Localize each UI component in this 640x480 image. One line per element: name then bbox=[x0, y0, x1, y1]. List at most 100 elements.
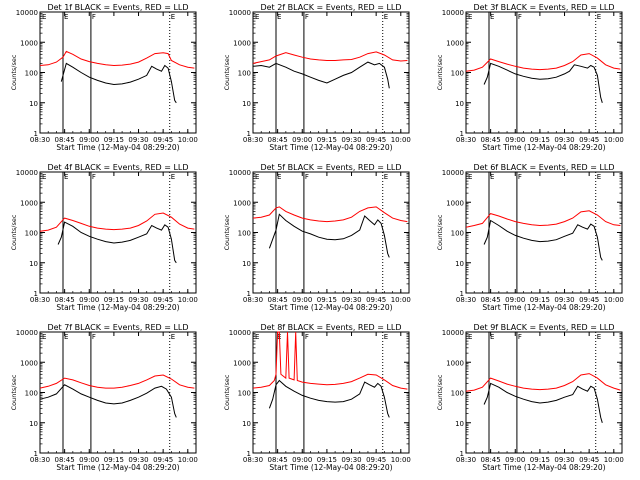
x-axis-label: Start Time (12-May-04 08:29:20) bbox=[482, 463, 605, 472]
x-axis-label: Start Time (12-May-04 08:29:20) bbox=[269, 303, 392, 312]
x-tick-label: 10:00 bbox=[604, 456, 624, 464]
x-tick-label: 09:00 bbox=[292, 296, 312, 304]
y-tick-label: 1000 bbox=[446, 359, 464, 367]
x-tick-label: 09:45 bbox=[366, 296, 386, 304]
x-tick-label: 08:45 bbox=[55, 296, 75, 304]
x-tick-label: 08:45 bbox=[268, 296, 288, 304]
lld-series-line bbox=[39, 50, 195, 69]
detector-panel: Det 7f BLACK = Events, RED = LLD 1 10 100 10… bbox=[10, 323, 198, 472]
x-tick-label: 08:45 bbox=[481, 136, 501, 144]
x-tick-label: 08:30 bbox=[243, 296, 263, 304]
y-axis-label: Counts/sec bbox=[436, 214, 444, 250]
x-axis-label: Start Time (12-May-04 08:29:20) bbox=[482, 303, 605, 312]
lld-series-line bbox=[252, 206, 408, 223]
x-tick-label: 08:30 bbox=[243, 456, 263, 464]
time-marker-label: F bbox=[518, 173, 522, 181]
time-marker-label: E bbox=[255, 173, 259, 181]
detector-panel: Det 1f BLACK = Events, RED = LLD 1 10 100 10… bbox=[10, 3, 198, 152]
time-marker-label: E bbox=[42, 13, 46, 21]
time-marker-label: E bbox=[277, 13, 281, 21]
events-series-line bbox=[57, 221, 177, 264]
x-tick-label: 09:30 bbox=[128, 136, 148, 144]
panel-title: Det 3f BLACK = Events, RED = LLD bbox=[473, 3, 614, 12]
x-tick-label: 09:30 bbox=[341, 456, 361, 464]
x-tick-label: 08:45 bbox=[55, 456, 75, 464]
y-tick-label: 10 bbox=[242, 260, 251, 268]
y-tick-label: 10 bbox=[29, 260, 38, 268]
y-tick-label: 1 bbox=[460, 450, 464, 458]
panel-title: Det 9f BLACK = Events, RED = LLD bbox=[473, 323, 614, 332]
x-tick-label: 09:00 bbox=[505, 296, 525, 304]
time-marker-label: E bbox=[64, 333, 68, 341]
lld-series-line bbox=[252, 331, 408, 390]
y-tick-label: 10 bbox=[455, 260, 464, 268]
y-tick-label: 1000 bbox=[233, 39, 251, 47]
panel-title: Det 4f BLACK = Events, RED = LLD bbox=[47, 163, 188, 172]
x-tick-label: 09:15 bbox=[530, 456, 550, 464]
y-tick-label: 10 bbox=[242, 100, 251, 108]
y-tick-label: 100 bbox=[25, 390, 38, 398]
x-tick-label: 10:00 bbox=[178, 296, 198, 304]
x-tick-label: 10:00 bbox=[178, 456, 198, 464]
x-tick-label: 10:00 bbox=[391, 456, 411, 464]
y-tick-label: 100 bbox=[238, 230, 251, 238]
x-tick-label: 08:30 bbox=[456, 456, 476, 464]
y-tick-label: 100 bbox=[451, 390, 464, 398]
x-tick-label: 09:00 bbox=[79, 136, 99, 144]
y-tick-label: 10 bbox=[29, 420, 38, 428]
y-tick-label: 10000 bbox=[229, 169, 251, 177]
x-tick-label: 09:30 bbox=[128, 456, 148, 464]
x-tick-label: 08:45 bbox=[268, 136, 288, 144]
x-tick-label: 09:15 bbox=[317, 296, 337, 304]
x-tick-label: 08:30 bbox=[456, 136, 476, 144]
x-axis-label: Start Time (12-May-04 08:29:20) bbox=[269, 463, 392, 472]
y-tick-label: 100 bbox=[238, 390, 251, 398]
y-tick-label: 100 bbox=[238, 70, 251, 78]
x-tick-label: 09:45 bbox=[153, 456, 173, 464]
x-tick-label: 09:45 bbox=[579, 136, 599, 144]
x-tick-label: 09:00 bbox=[292, 456, 312, 464]
time-marker-label: E bbox=[597, 173, 601, 181]
y-axis-label: Counts/sec bbox=[436, 374, 444, 410]
y-tick-label: 1 bbox=[34, 450, 38, 458]
x-tick-label: 09:00 bbox=[292, 136, 312, 144]
x-tick-label: 09:45 bbox=[579, 456, 599, 464]
x-tick-label: 09:45 bbox=[579, 296, 599, 304]
time-marker-label: E bbox=[64, 173, 68, 181]
x-tick-label: 10:00 bbox=[391, 296, 411, 304]
x-tick-label: 08:30 bbox=[30, 296, 50, 304]
x-tick-label: 09:15 bbox=[317, 456, 337, 464]
x-tick-label: 09:30 bbox=[554, 296, 574, 304]
panel-title: Det 2f BLACK = Events, RED = LLD bbox=[260, 3, 401, 12]
y-tick-label: 1 bbox=[34, 130, 38, 138]
x-axis-label: Start Time (12-May-04 08:29:20) bbox=[482, 143, 605, 152]
events-series-line bbox=[483, 219, 603, 261]
x-tick-label: 09:15 bbox=[104, 136, 124, 144]
time-marker-label: F bbox=[518, 333, 522, 341]
time-marker-label: F bbox=[305, 13, 309, 21]
x-tick-label: 10:00 bbox=[604, 296, 624, 304]
panel-title: Det 1f BLACK = Events, RED = LLD bbox=[47, 3, 188, 12]
y-tick-label: 1000 bbox=[233, 359, 251, 367]
y-axis-label: Counts/sec bbox=[10, 54, 18, 90]
time-marker-label: F bbox=[305, 333, 309, 341]
y-tick-label: 10000 bbox=[442, 329, 464, 337]
detector-panel: Det 8f BLACK = Events, RED = LLD 1 10 100 10… bbox=[223, 323, 411, 472]
y-axis-label: Counts/sec bbox=[10, 374, 18, 410]
y-tick-label: 1 bbox=[460, 130, 464, 138]
x-tick-label: 09:45 bbox=[153, 136, 173, 144]
x-tick-label: 08:45 bbox=[481, 456, 501, 464]
time-marker-label: E bbox=[42, 173, 46, 181]
detector-panel: Det 2f BLACK = Events, RED = LLD 1 10 100 10… bbox=[223, 3, 411, 152]
x-tick-label: 09:15 bbox=[104, 456, 124, 464]
detector-panel: Det 4f BLACK = Events, RED = LLD 1 10 100 10… bbox=[10, 163, 198, 312]
time-marker-label: F bbox=[92, 173, 96, 181]
y-tick-label: 10000 bbox=[229, 9, 251, 17]
time-marker-label: E bbox=[171, 13, 175, 21]
x-tick-label: 09:15 bbox=[317, 136, 337, 144]
y-tick-label: 10 bbox=[455, 420, 464, 428]
x-axis-label: Start Time (12-May-04 08:29:20) bbox=[56, 303, 179, 312]
x-tick-label: 08:45 bbox=[55, 136, 75, 144]
detector-panel: Det 3f BLACK = Events, RED = LLD 1 10 100 10… bbox=[436, 3, 624, 152]
